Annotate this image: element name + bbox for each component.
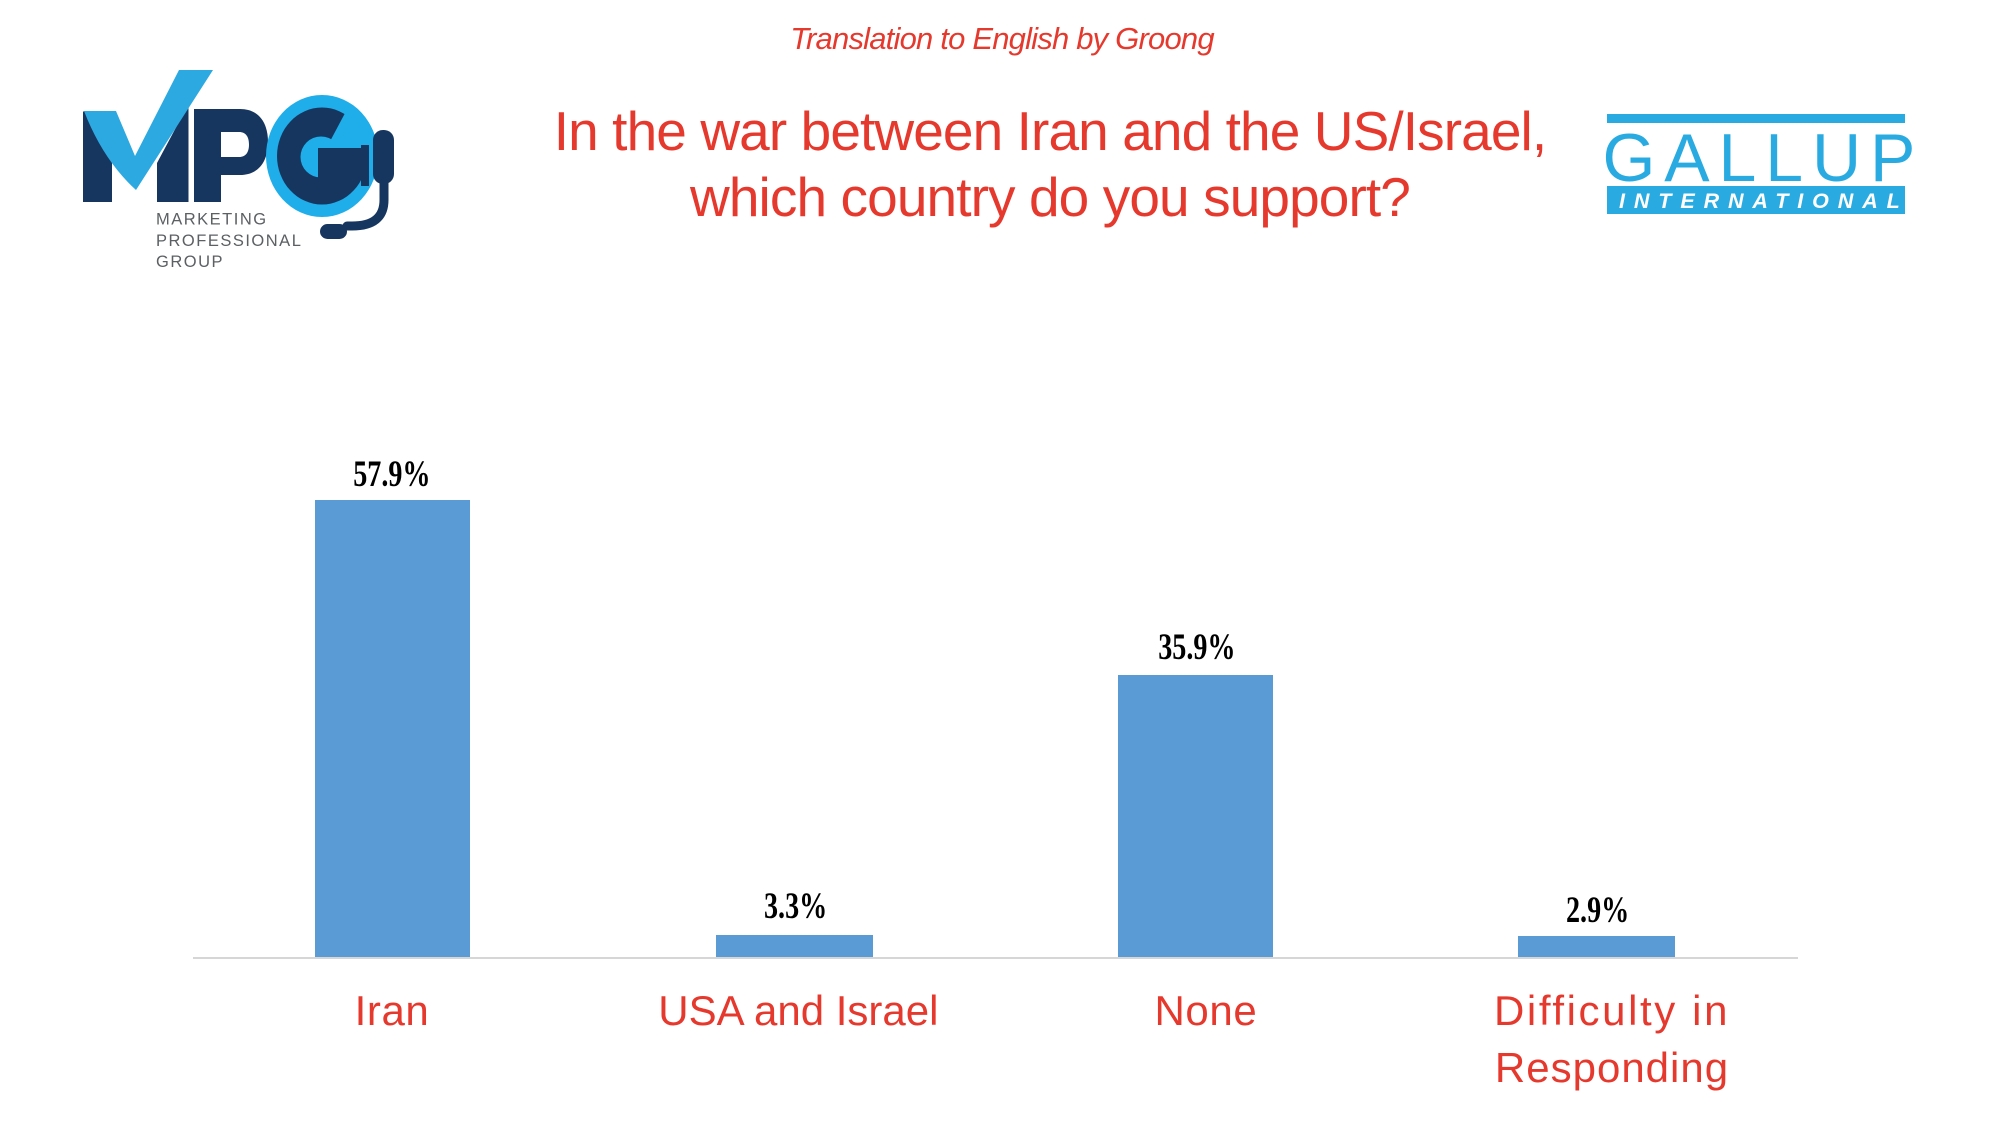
- svg-text:MARKETING: MARKETING: [156, 210, 268, 228]
- svg-text:PROFESSIONAL: PROFESSIONAL: [156, 232, 302, 250]
- svg-text:GROUP: GROUP: [156, 253, 224, 271]
